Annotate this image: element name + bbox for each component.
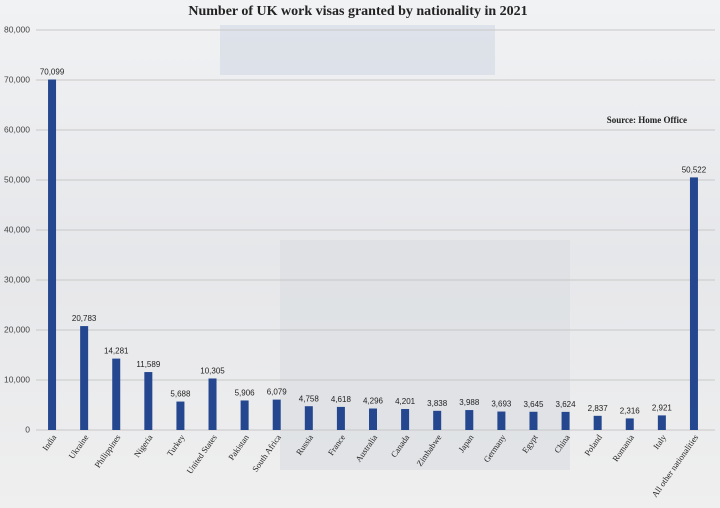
y-tick-label: 60,000 (4, 124, 30, 134)
value-label: 2,316 (620, 407, 641, 416)
bar (401, 408, 410, 430)
value-label: 14,281 (104, 347, 129, 356)
value-label: 50,522 (682, 165, 707, 174)
bar (176, 401, 185, 430)
value-label: 4,758 (299, 394, 320, 403)
value-label: 5,906 (235, 389, 256, 398)
bar (208, 378, 217, 430)
y-tick-label: 20,000 (4, 324, 30, 334)
value-label: 11,589 (136, 360, 160, 369)
bar (529, 411, 538, 430)
value-label: 5,688 (170, 390, 191, 399)
bar (272, 399, 281, 430)
value-label: 3,645 (523, 400, 544, 409)
value-label: 3,624 (556, 400, 577, 409)
value-label: 70,099 (40, 68, 65, 77)
bar (48, 79, 57, 430)
value-label: 4,618 (331, 395, 352, 404)
value-label: 6,079 (267, 388, 288, 397)
bar (369, 408, 377, 430)
value-label: 3,693 (491, 400, 512, 409)
bar (625, 418, 634, 430)
y-tick-label: 80,000 (4, 24, 30, 34)
bar (497, 411, 506, 430)
bar (144, 372, 153, 430)
bar (80, 326, 89, 430)
value-label: 4,201 (395, 397, 416, 406)
bar (561, 411, 570, 430)
bar (689, 177, 698, 430)
y-tick-label: 0 (25, 424, 30, 434)
value-label: 3,838 (427, 399, 448, 408)
bar (657, 415, 666, 430)
y-tick-label: 50,000 (4, 174, 30, 184)
value-label: 3,988 (459, 398, 480, 407)
value-label: 10,305 (200, 367, 225, 376)
y-tick-label: 10,000 (4, 374, 30, 384)
photo-banner (220, 25, 495, 75)
value-label: 4,296 (363, 397, 384, 406)
y-tick-label: 70,000 (4, 74, 30, 84)
photo-sign (280, 240, 570, 470)
value-label: 2,837 (588, 404, 609, 413)
source-note: Source: Home Office (607, 115, 687, 125)
y-tick-label: 40,000 (4, 224, 30, 234)
bar (304, 406, 313, 430)
bar (336, 406, 345, 430)
bar (433, 410, 442, 430)
bar (465, 410, 474, 430)
bar (593, 415, 602, 430)
bar (240, 400, 249, 430)
bar (112, 358, 121, 430)
value-label: 20,783 (72, 314, 97, 323)
chart-title: Number of UK work visas granted by natio… (188, 4, 527, 19)
value-label: 2,921 (652, 404, 673, 413)
y-tick-label: 30,000 (4, 274, 30, 284)
